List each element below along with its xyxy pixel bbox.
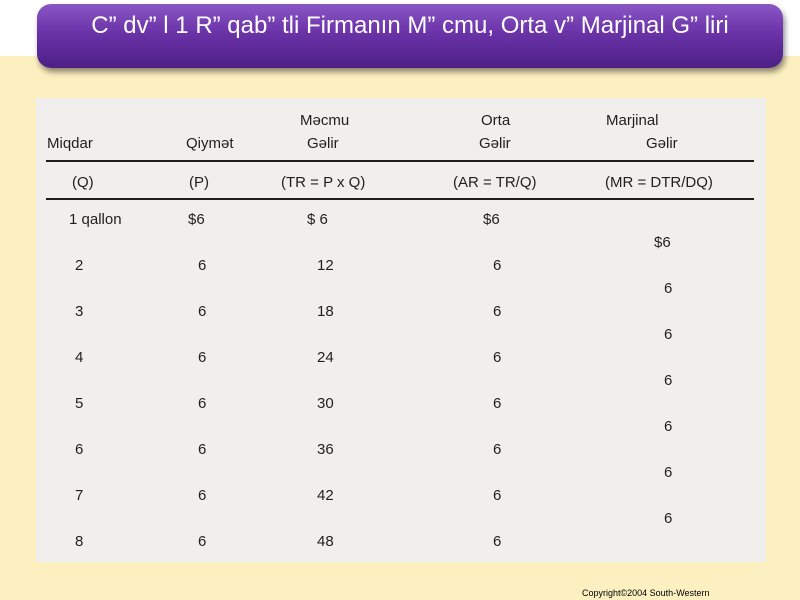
cell-average: 6	[493, 303, 502, 320]
cell-total: 36	[317, 441, 334, 458]
cell-marginal: 6	[664, 372, 673, 389]
cell-total: 18	[317, 303, 334, 320]
header-price: Qiymət	[186, 135, 234, 152]
cell-quantity: 3	[75, 303, 84, 320]
cell-average: $6	[483, 211, 500, 228]
symbol-quantity: (Q)	[72, 174, 94, 191]
header-total-top: Məcmu	[300, 112, 350, 129]
cell-price: $6	[188, 211, 205, 228]
header-marginal: Gəlir	[646, 135, 678, 152]
title-banner: C” dv” l 1 R” qab” tli Firmanın M” cmu, …	[37, 4, 783, 68]
cell-total: 12	[317, 257, 334, 274]
cell-average: 6	[493, 533, 502, 550]
header-average-top: Orta	[481, 112, 511, 129]
cell-marginal: 6	[664, 510, 673, 527]
header-rule-bottom	[46, 198, 754, 200]
cell-price: 6	[198, 487, 207, 504]
cell-total: 48	[317, 533, 334, 550]
cell-quantity: 2	[75, 257, 84, 274]
cell-average: 6	[493, 487, 502, 504]
copyright-notice: Copyright©2004 South-Western	[582, 588, 710, 598]
cell-marginal: 6	[664, 464, 673, 481]
cell-marginal: 6	[664, 418, 673, 435]
symbol-average: (AR = TR/Q)	[453, 174, 537, 191]
cell-average: 6	[493, 349, 502, 366]
header-quantity: Miqdar	[47, 135, 93, 152]
cell-price: 6	[198, 533, 207, 550]
cell-quantity: 1 qallon	[69, 211, 122, 228]
cell-price: 6	[198, 395, 207, 412]
cell-average: 6	[493, 441, 502, 458]
cell-marginal: 6	[664, 326, 673, 343]
header-marginal-top: Marjinal	[606, 112, 659, 129]
slide-title: C” dv” l 1 R” qab” tli Firmanın M” cmu, …	[91, 12, 729, 39]
cell-quantity: 8	[75, 533, 84, 550]
revenue-table: Məcmu Orta Marjinal Miqdar Qiymət Gəlir …	[36, 98, 766, 562]
cell-quantity: 6	[75, 441, 84, 458]
cell-quantity: 4	[75, 349, 84, 366]
cell-quantity: 7	[75, 487, 84, 504]
cell-total: 24	[317, 349, 334, 366]
cell-marginal: 6	[664, 280, 673, 297]
symbol-marginal: (MR = DTR/DQ)	[605, 174, 713, 191]
header-total: Gəlir	[307, 135, 339, 152]
symbol-total: (TR = P x Q)	[281, 174, 366, 191]
cell-price: 6	[198, 303, 207, 320]
cell-marginal: $6	[654, 234, 671, 251]
cell-average: 6	[493, 257, 502, 274]
cell-average: 6	[493, 395, 502, 412]
cell-price: 6	[198, 441, 207, 458]
cell-total: 30	[317, 395, 334, 412]
header-average: Gəlir	[479, 135, 511, 152]
cell-total: $ 6	[307, 211, 328, 228]
cell-total: 42	[317, 487, 334, 504]
cell-quantity: 5	[75, 395, 84, 412]
cell-price: 6	[198, 349, 207, 366]
symbol-price: (P)	[189, 174, 209, 191]
cell-price: 6	[198, 257, 207, 274]
header-rule-top	[46, 160, 754, 162]
